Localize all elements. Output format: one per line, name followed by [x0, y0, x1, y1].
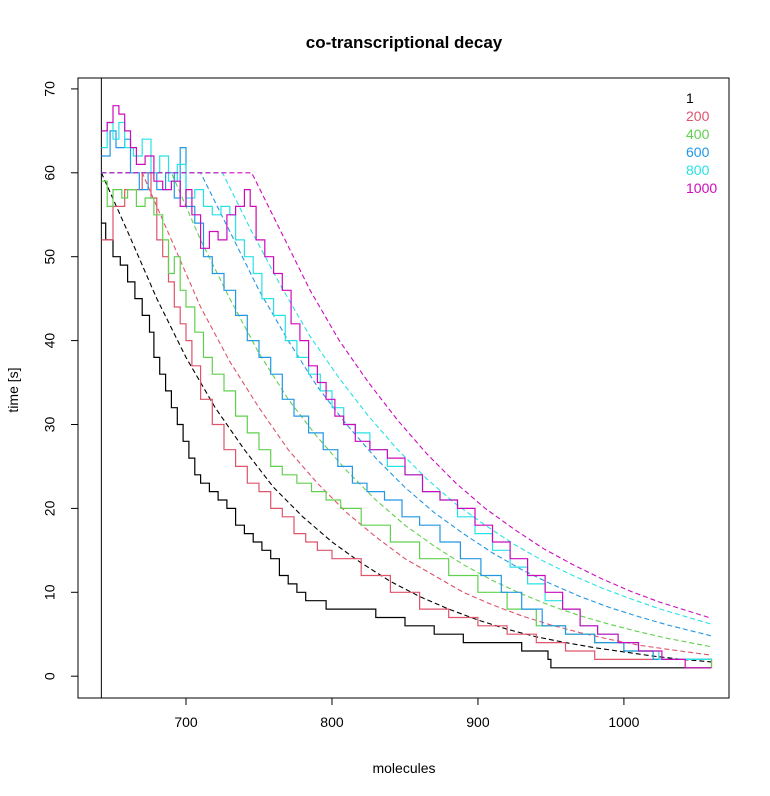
y-tick-label: 60 [42, 165, 58, 181]
legend-entry-1000: 1000 [686, 180, 717, 196]
plot-area [100, 78, 713, 698]
x-axis: 700 800 900 1000 [174, 697, 640, 730]
legend-entry-400: 400 [686, 126, 710, 142]
y-tick-label: 40 [42, 333, 58, 349]
y-tick-label: 50 [42, 249, 58, 265]
chart-title: co-transcriptional decay [306, 33, 503, 52]
y-tick-label: 70 [42, 81, 58, 97]
legend-entry-1: 1 [686, 90, 694, 106]
series-1000-simulated-line [101, 105, 712, 669]
x-tick-label: 1000 [608, 714, 639, 730]
series-600-expected-line [101, 172, 712, 637]
y-tick-label: 30 [42, 416, 58, 432]
legend-entry-800: 800 [686, 162, 710, 178]
plot-frame [77, 77, 730, 699]
series-400-simulated-line [101, 180, 713, 668]
y-tick-label: 10 [42, 584, 58, 600]
legend: 1 200 400 600 800 1000 [686, 90, 717, 196]
legend-entry-200: 200 [686, 108, 710, 124]
series-1000-expected-line [101, 172, 712, 619]
series-800-simulated-line [101, 121, 712, 661]
series-400-expected-line [101, 172, 712, 648]
y-tick-label: 0 [42, 672, 58, 680]
series-1-expected-line [100, 172, 712, 663]
series-600-simulated-line [101, 130, 712, 661]
legend-entry-600: 600 [686, 144, 710, 160]
series-1-simulated-line [101, 222, 712, 669]
y-axis: 0 10 20 30 40 50 60 70 [42, 81, 79, 680]
series-200-simulated-line [101, 172, 713, 668]
y-tick-label: 20 [42, 500, 58, 516]
series-800-expected-line [101, 172, 712, 625]
series-200-expected-line [101, 172, 712, 656]
x-tick-label: 700 [174, 714, 198, 730]
x-tick-label: 800 [320, 714, 344, 730]
x-axis-label: molecules [372, 760, 435, 776]
y-axis-label: time [s] [5, 367, 21, 412]
x-tick-label: 900 [466, 714, 490, 730]
